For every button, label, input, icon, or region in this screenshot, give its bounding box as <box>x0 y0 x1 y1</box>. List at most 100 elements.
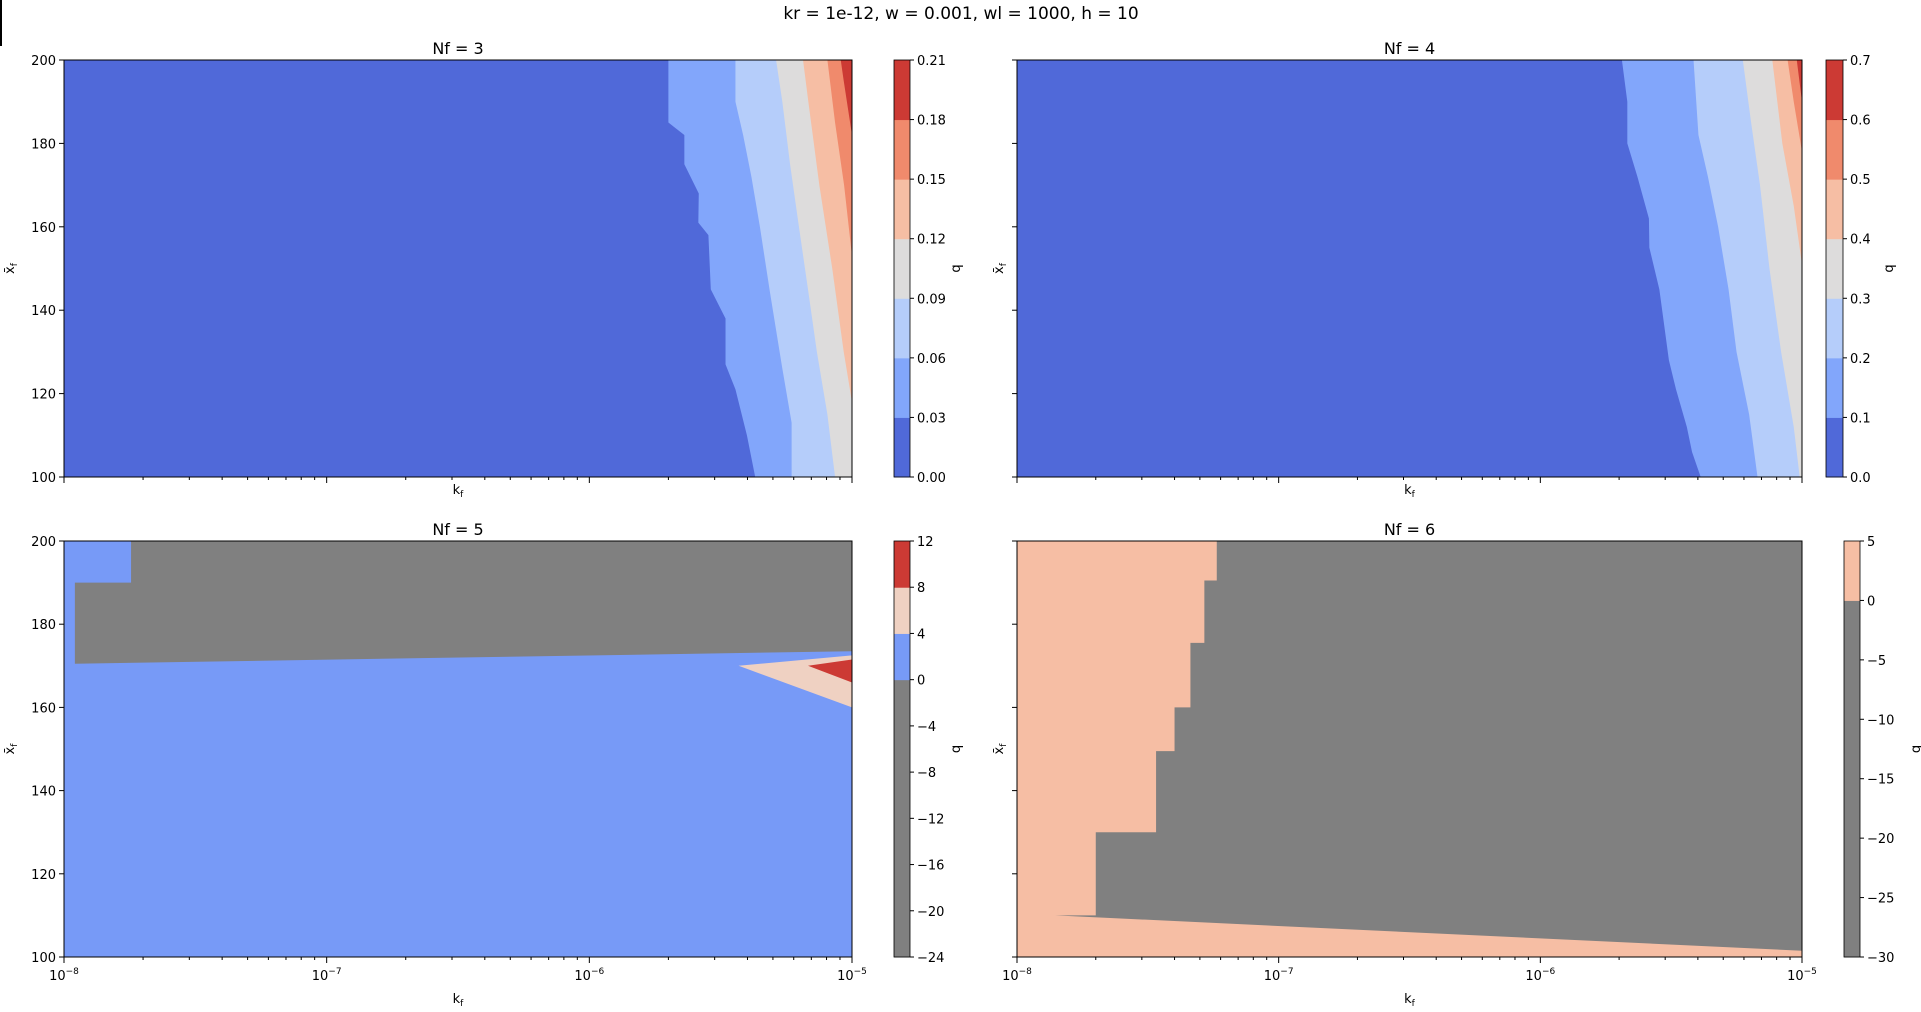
y-tick-label: 200 <box>31 535 56 550</box>
colorbar-tick-label: 0.00 <box>917 471 946 486</box>
contour-region-2 <box>808 659 852 683</box>
colorbar-tick-label: 0.21 <box>917 54 946 69</box>
colorbar-band <box>1826 60 1843 121</box>
colorbar-band <box>894 60 910 121</box>
y-axis-label-main: x̄ <box>3 746 18 754</box>
x-axis-label: kf <box>453 992 465 1009</box>
colorbar-label: q <box>1882 264 1897 272</box>
colorbar-label: q <box>949 745 964 753</box>
colorbar-band <box>1844 778 1860 839</box>
y-tick-label: 120 <box>31 868 56 883</box>
y-axis-label-main: x̄ <box>992 266 1007 274</box>
figure-suptitle: kr = 1e-12, w = 0.001, wl = 1000, h = 10 <box>783 4 1138 24</box>
x-axis-label: kf <box>1404 992 1416 1009</box>
x-tick-label-base: 10 <box>49 969 66 984</box>
x-tick-label-exp: −5 <box>854 967 867 977</box>
contour-band-5 <box>827 60 852 256</box>
y-tick-label: 140 <box>31 785 56 800</box>
colorbar-tick-label: 0.0 <box>1850 471 1871 486</box>
x-tick-label-exp: −6 <box>1542 967 1556 977</box>
y-axis-label-main: x̄ <box>992 746 1007 754</box>
colorbar-band <box>1844 659 1860 720</box>
colorbar-band <box>894 725 910 773</box>
colorbar-frame <box>1843 540 1861 958</box>
x-tick-label-exp: −8 <box>66 967 80 977</box>
colorbar-band <box>894 357 910 418</box>
colorbar-tick-label: 5 <box>1867 535 1875 550</box>
x-tick-label-exp: −8 <box>1019 967 1033 977</box>
colorbar-tick-label: −4 <box>917 720 936 735</box>
y-tick-label: 180 <box>31 618 56 633</box>
x-tick-label: 10−7 <box>1264 967 1294 984</box>
colorbar-label: q <box>1909 745 1921 753</box>
y-tick-label: 100 <box>31 471 56 486</box>
axes-frame <box>1016 540 1803 958</box>
plot-area <box>1017 60 1802 477</box>
colorbar-tick-label: −20 <box>917 905 944 920</box>
colorbar-tick-label: 0.06 <box>917 352 946 367</box>
colorbar-band <box>1826 417 1843 478</box>
colorbar-band <box>1844 838 1860 899</box>
colorbar-tick-label: 0.6 <box>1850 114 1871 129</box>
x-tick-label-base: 10 <box>1787 969 1804 984</box>
colorbar-band <box>1826 357 1843 418</box>
y-tick-label: 200 <box>31 54 56 69</box>
plot-area <box>1017 541 1802 957</box>
colorbar-tick-label: 0.03 <box>917 411 946 426</box>
x-tick-label-base: 10 <box>837 969 854 984</box>
x-axis-label-sub: f <box>460 490 464 500</box>
colorbar-tick-label: −15 <box>1867 773 1894 788</box>
y-axis-label-sub: f <box>999 743 1009 747</box>
axes-frame <box>1016 59 1803 478</box>
x-tick-label-base: 10 <box>1264 969 1281 984</box>
colorbar-tick-label: −8 <box>917 766 936 781</box>
x-axis-label-main: k <box>1404 992 1412 1007</box>
colorbar-band <box>1844 600 1860 661</box>
x-axis-label-main: k <box>1404 483 1412 498</box>
colorbar-band <box>894 417 910 478</box>
plot-area <box>64 60 852 477</box>
colorbar-band <box>894 679 910 727</box>
colorbar-tick-label: 0.5 <box>1850 173 1871 188</box>
y-axis-label-sub: f <box>999 262 1009 266</box>
colorbar-tick-label: 0.2 <box>1850 352 1871 367</box>
contour-region-0 <box>74 541 852 664</box>
colorbar-tick-label: 0.18 <box>917 114 946 129</box>
colorbar-band <box>894 818 910 866</box>
colorbar-band <box>894 179 910 240</box>
colorbar-label: q <box>949 264 964 272</box>
y-axis-label-sub: f <box>10 262 20 266</box>
x-tick-label: 10−6 <box>574 967 604 984</box>
x-tick-label-exp: −6 <box>591 967 605 977</box>
colorbar-band <box>1844 719 1860 780</box>
colorbar-tick-label: −10 <box>1867 713 1894 728</box>
colorbar-band <box>1844 541 1860 601</box>
colorbar-frame <box>1825 59 1844 478</box>
x-axis-label-sub: f <box>460 999 464 1009</box>
colorbar-tick-label: −24 <box>917 951 944 966</box>
colorbar-tick-label: 0.4 <box>1850 233 1871 248</box>
colorbar-tick-label: 0.09 <box>917 292 946 307</box>
x-axis-label-main: k <box>453 992 461 1007</box>
y-axis-label: x̄f <box>3 743 20 755</box>
colorbar-tick-label: 12 <box>917 535 934 550</box>
colorbar-band <box>894 119 910 180</box>
y-tick-label: 180 <box>31 137 56 152</box>
colorbar-tick-label: 0.3 <box>1850 292 1871 307</box>
contour-band-4 <box>1772 60 1802 265</box>
colorbar-tick-label: 8 <box>917 581 925 596</box>
contour-band-6 <box>1796 60 1802 102</box>
subplot-nf3: Nf = 3100120140160180200x̄fkf0.000.030.0… <box>3 39 964 500</box>
window-edge-mark <box>0 0 2 46</box>
y-tick-label: 140 <box>31 304 56 319</box>
colorbar-band <box>1826 179 1843 240</box>
colorbar-tick-label: −12 <box>917 812 944 827</box>
y-axis-label-sub: f <box>10 743 20 747</box>
colorbar-band <box>894 238 910 299</box>
subplot-nf6: Nf = 6x̄f10−8 10−7 10−6 10−5kf−30−25−20−15−… <box>992 520 1921 1009</box>
x-tick-label: 10−5 <box>837 967 867 984</box>
y-tick-label: 160 <box>31 221 56 236</box>
colorbar-tick-label: 4 <box>917 627 925 642</box>
